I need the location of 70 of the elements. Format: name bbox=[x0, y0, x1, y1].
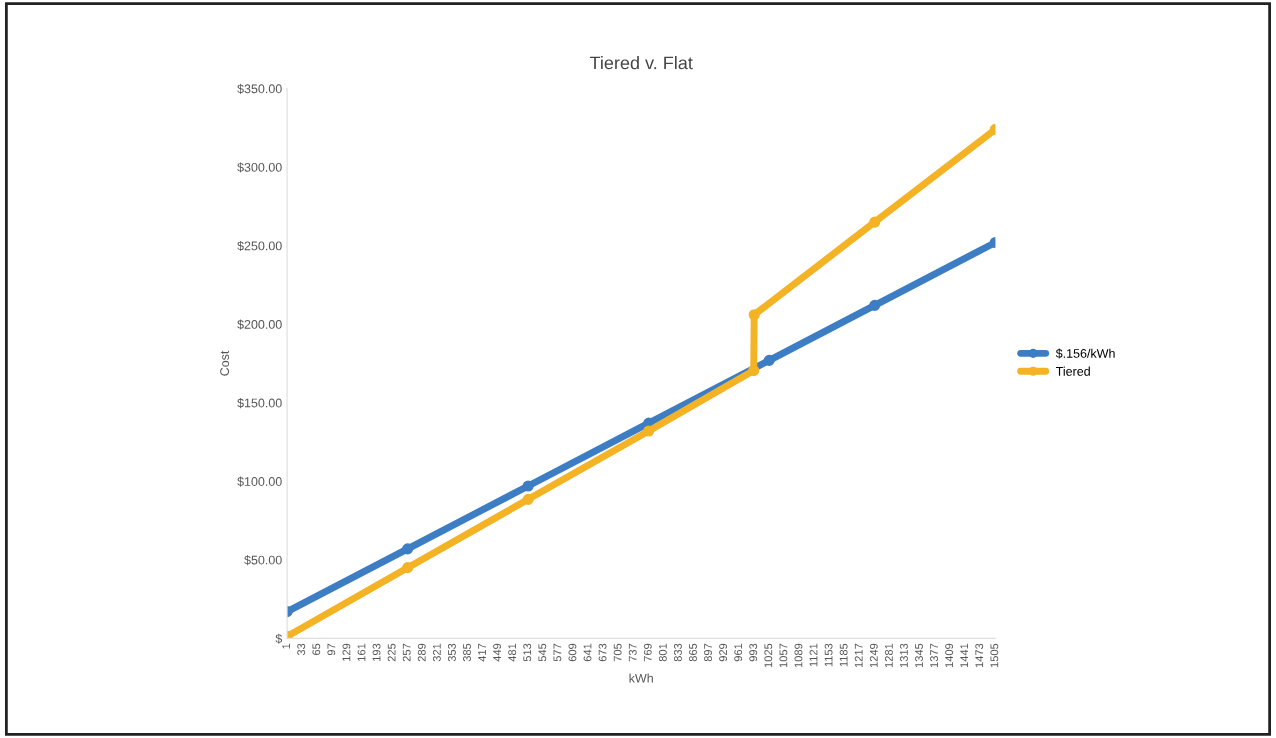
x-tick-label: 129 bbox=[342, 643, 351, 661]
x-tick-label: 385 bbox=[463, 643, 471, 662]
point bbox=[748, 309, 760, 321]
x-tick-label: 737 bbox=[628, 643, 637, 662]
x-tick-label: 545 bbox=[538, 643, 547, 662]
x-tick-label: 1185 bbox=[839, 643, 848, 667]
y-axis-title: Cost bbox=[220, 350, 230, 376]
point bbox=[869, 216, 881, 228]
x-tick-label: 1473 bbox=[975, 643, 984, 668]
x-tick-label: 289 bbox=[417, 643, 426, 662]
x-tick-label: 1025 bbox=[764, 643, 773, 668]
point bbox=[869, 299, 881, 311]
x-tick-label: 673 bbox=[598, 643, 607, 662]
x-tick-label: 1377 bbox=[930, 643, 938, 668]
point bbox=[763, 354, 775, 366]
x-tick-label: 225 bbox=[387, 643, 396, 662]
x-tick-label: 705 bbox=[613, 643, 622, 662]
x-tick-label: 1345 bbox=[915, 643, 923, 668]
point bbox=[522, 493, 534, 505]
x-tick-label: 833 bbox=[673, 643, 682, 662]
x-tick-label: 1121 bbox=[809, 643, 818, 667]
x-tick-label: 769 bbox=[643, 643, 652, 662]
y-tick-label: $250.00 bbox=[237, 240, 282, 252]
y-tick-label: $200.00 bbox=[237, 319, 282, 330]
x-tick-label: 481 bbox=[508, 643, 517, 662]
x-tick-label: 801 bbox=[658, 643, 667, 662]
y-tick-label: $150.00 bbox=[237, 398, 282, 409]
x-tick-label: 641 bbox=[583, 643, 592, 662]
x-axis-title: kWh bbox=[629, 673, 653, 683]
legend-label: $.156/kWh bbox=[1055, 348, 1115, 359]
x-tick-label: 1249 bbox=[869, 643, 878, 668]
y-tick-label: $50.00 bbox=[244, 555, 282, 566]
y-tick-label: $350.00 bbox=[237, 83, 282, 94]
point bbox=[522, 480, 534, 492]
x-tick-label: 1089 bbox=[794, 643, 803, 668]
x-tick-label: 1441 bbox=[960, 643, 969, 668]
x-tick-label: 353 bbox=[447, 643, 456, 662]
x-tick-label: 961 bbox=[734, 643, 743, 662]
point bbox=[402, 562, 414, 574]
x-tick-label: 1313 bbox=[899, 643, 908, 668]
point bbox=[402, 543, 414, 555]
y-tick-label: $300.00 bbox=[237, 162, 282, 173]
x-tick-label: 1153 bbox=[824, 643, 833, 667]
x-tick-label: 1409 bbox=[945, 643, 954, 668]
x-tick-label: 1281 bbox=[884, 643, 893, 668]
x-tick-label: 321 bbox=[432, 643, 441, 662]
point bbox=[643, 425, 655, 437]
x-tick-label: 65 bbox=[312, 643, 321, 656]
x-tick-label: 1505 bbox=[990, 643, 999, 668]
x-tick-label: 193 bbox=[372, 643, 381, 661]
x-tick-label: 417 bbox=[478, 643, 486, 662]
x-tick-label: 33 bbox=[297, 643, 306, 656]
x-tick-label: 577 bbox=[553, 643, 562, 662]
x-tick-label: 449 bbox=[493, 643, 502, 662]
x-tick-label: 1 bbox=[282, 643, 290, 649]
x-tick-label: 513 bbox=[523, 643, 532, 662]
x-tick-label: 97 bbox=[327, 643, 336, 656]
x-tick-label: 1057 bbox=[779, 643, 788, 668]
x-tick-label: 865 bbox=[689, 643, 697, 662]
x-tick-label: 929 bbox=[719, 643, 728, 662]
x-tick-label: 993 bbox=[749, 643, 758, 662]
x-tick-label: 609 bbox=[568, 643, 577, 662]
y-tick-label: $ bbox=[275, 633, 283, 644]
x-tick-label: 897 bbox=[704, 643, 712, 662]
x-tick-label: 161 bbox=[357, 643, 366, 661]
x-tick-label: 257 bbox=[402, 643, 411, 662]
x-tick-label: 1217 bbox=[854, 643, 863, 668]
y-tick-label: $100.00 bbox=[237, 476, 282, 487]
chart-title: Tiered v. Flat bbox=[589, 56, 693, 70]
legend-label: Tiered bbox=[1055, 366, 1090, 376]
